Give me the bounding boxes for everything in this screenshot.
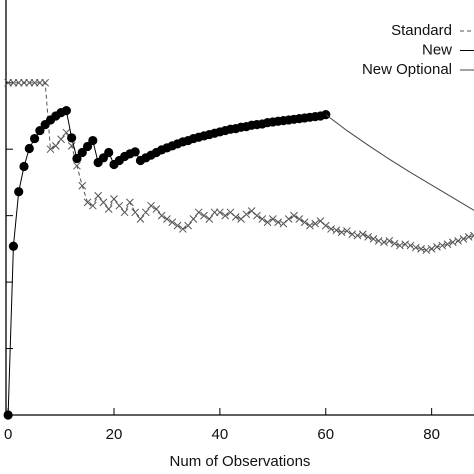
point — [61, 106, 71, 116]
point — [72, 153, 82, 164]
point — [390, 239, 399, 248]
point — [194, 208, 203, 217]
point — [411, 243, 420, 252]
point — [242, 210, 251, 219]
point — [417, 245, 425, 253]
x-tick-label: 80 — [423, 426, 440, 443]
point — [268, 215, 277, 223]
point — [94, 191, 102, 200]
point — [136, 215, 145, 223]
point — [126, 198, 134, 207]
point — [448, 238, 457, 247]
point — [231, 213, 240, 221]
point — [104, 205, 113, 213]
point — [258, 215, 267, 223]
point — [131, 208, 140, 217]
point — [290, 211, 298, 220]
point — [67, 133, 77, 143]
point — [104, 147, 114, 158]
point — [184, 221, 192, 230]
point — [8, 241, 19, 251]
point — [295, 215, 304, 223]
point — [216, 208, 224, 217]
point — [189, 215, 198, 223]
point — [464, 233, 473, 241]
point — [263, 218, 272, 227]
x-tick-label: 60 — [317, 426, 334, 443]
point — [353, 231, 362, 240]
legend-label: Standard — [391, 22, 452, 39]
point — [157, 211, 166, 220]
point — [178, 225, 187, 233]
point — [99, 198, 108, 207]
point — [78, 181, 87, 190]
point — [454, 237, 462, 245]
point — [343, 227, 351, 235]
point — [24, 143, 34, 154]
point — [3, 410, 13, 420]
point — [401, 240, 410, 249]
point — [374, 237, 383, 245]
point — [438, 241, 447, 250]
point — [57, 135, 65, 144]
point — [300, 218, 309, 227]
legend-label: New Optional — [362, 61, 452, 78]
point — [358, 230, 367, 239]
point — [73, 161, 81, 170]
point — [77, 147, 87, 158]
point — [168, 218, 177, 227]
point — [14, 187, 24, 197]
point — [337, 228, 346, 237]
point — [29, 133, 40, 144]
point — [284, 215, 293, 223]
point — [173, 221, 182, 230]
point — [385, 237, 394, 245]
point — [369, 235, 378, 243]
point — [19, 161, 29, 172]
point — [147, 201, 155, 210]
point — [427, 245, 436, 253]
point — [83, 198, 92, 207]
point — [120, 208, 129, 217]
point — [364, 233, 372, 241]
point — [433, 243, 441, 251]
series-line — [325, 114, 474, 211]
point — [200, 211, 208, 220]
point — [35, 125, 45, 136]
point — [221, 211, 230, 220]
x-tick-label: 0 — [4, 426, 12, 443]
point — [82, 141, 93, 152]
point — [205, 215, 214, 223]
point — [41, 78, 50, 87]
point — [396, 241, 404, 250]
x-tick-label: 40 — [212, 426, 229, 443]
point — [459, 235, 468, 243]
series-line — [8, 82, 474, 251]
point — [51, 142, 60, 150]
point — [88, 201, 97, 210]
point — [306, 221, 314, 230]
point — [130, 147, 140, 157]
series-line — [7, 109, 326, 416]
x-axis-label: Num of Observations — [170, 453, 311, 470]
legend-label: New — [422, 41, 452, 58]
point — [321, 221, 330, 230]
point — [380, 238, 388, 247]
point — [110, 195, 118, 203]
point — [253, 211, 261, 220]
x-tick-label: 20 — [106, 426, 123, 443]
point — [311, 219, 320, 228]
point — [443, 240, 452, 249]
point — [141, 208, 150, 217]
point — [46, 145, 55, 154]
point — [163, 215, 171, 223]
point — [422, 246, 431, 255]
point — [152, 205, 161, 213]
point — [115, 201, 124, 210]
point — [470, 231, 474, 240]
point — [332, 226, 341, 235]
point — [406, 241, 415, 250]
point — [88, 135, 98, 146]
